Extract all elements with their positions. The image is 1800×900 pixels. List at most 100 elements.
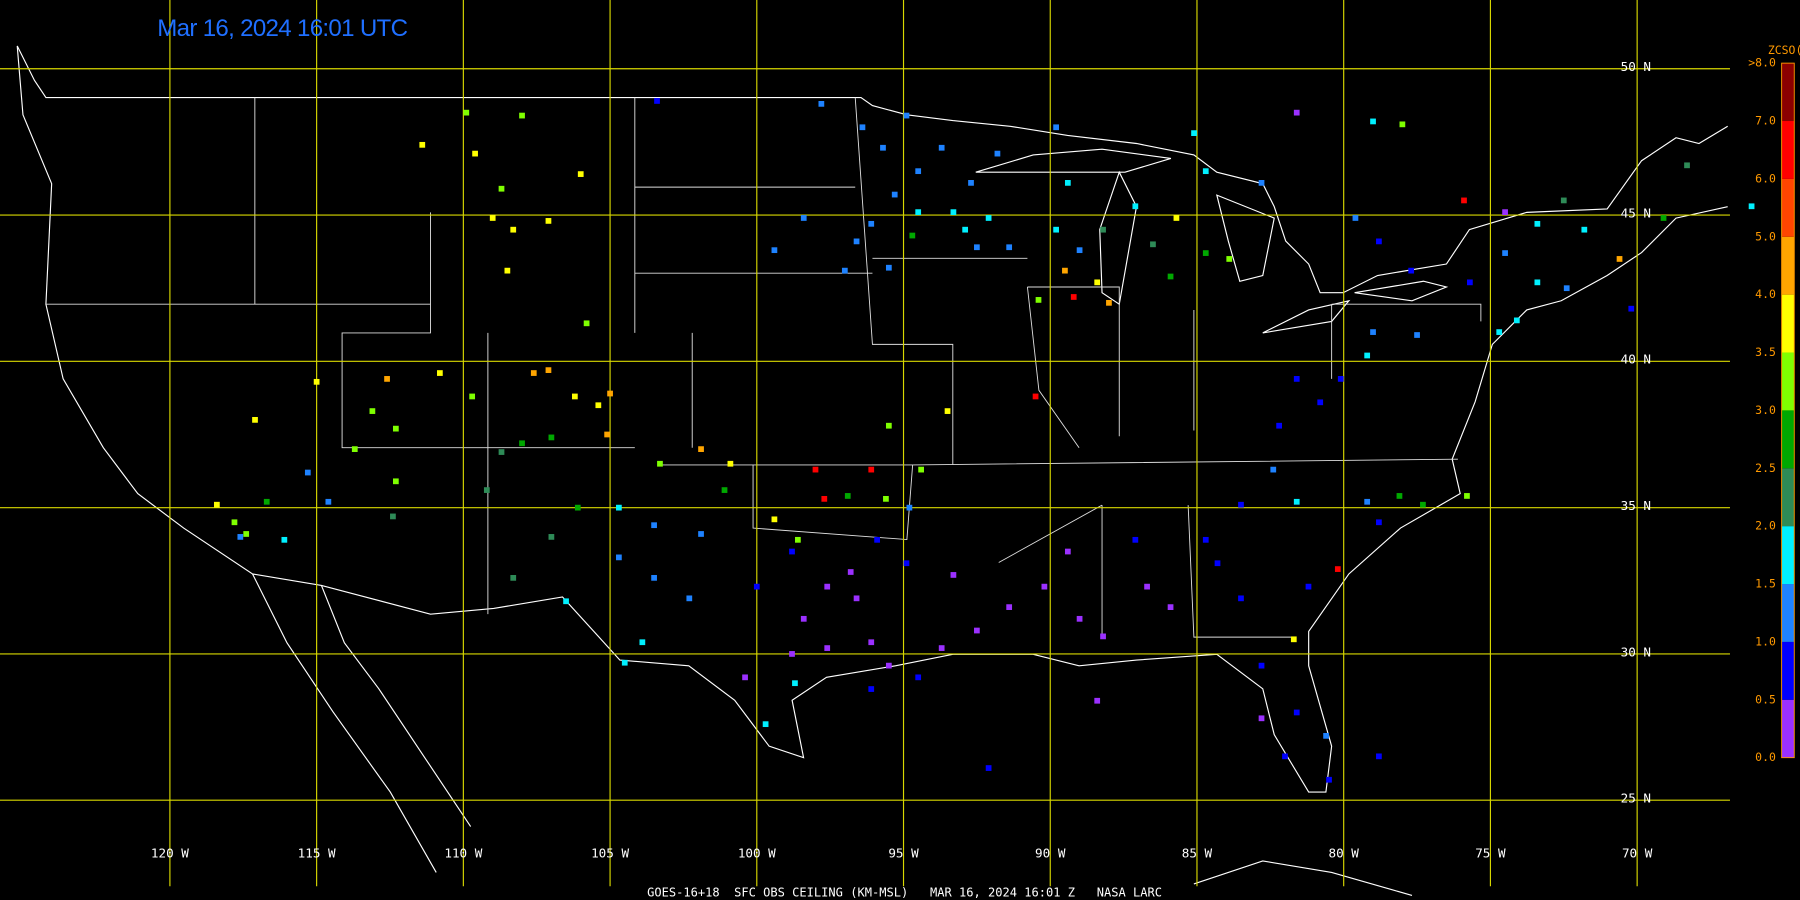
station-obs — [577, 171, 584, 177]
station-obs — [1748, 203, 1755, 210]
station-obs — [1370, 329, 1376, 335]
station-obs — [1293, 376, 1300, 382]
station-obs — [1305, 583, 1312, 590]
station-obs — [231, 519, 238, 526]
colorbar-label: 0.0 — [1755, 750, 1776, 764]
station-obs — [1167, 604, 1174, 610]
station-obs — [510, 226, 517, 233]
station-obs — [771, 516, 778, 523]
station-obs — [824, 645, 831, 651]
station-obs — [1399, 121, 1406, 128]
station-obs — [686, 595, 693, 602]
station-obs — [1414, 332, 1420, 338]
station-obs — [762, 721, 769, 728]
station-obs — [771, 247, 778, 254]
station-obs — [472, 150, 478, 157]
station-obs — [1660, 215, 1667, 221]
station-obs — [885, 422, 892, 429]
station-obs — [938, 645, 945, 651]
station-obs — [1293, 109, 1300, 116]
station-obs — [548, 434, 555, 441]
station-obs — [1270, 466, 1277, 473]
station-obs — [868, 639, 875, 646]
station-obs — [545, 218, 552, 224]
map-title: Mar 16, 2024 16:01 UTC — [157, 15, 407, 42]
station-obs — [489, 215, 496, 221]
station-obs — [1628, 305, 1635, 312]
station-obs — [1132, 536, 1139, 543]
colorbar-label: 3.5 — [1755, 345, 1776, 359]
station-obs — [1062, 267, 1068, 274]
station-obs — [1100, 226, 1106, 233]
station-obs — [1064, 179, 1071, 186]
station-obs — [812, 466, 819, 473]
lat-label: 50 N — [1621, 59, 1651, 74]
station-obs — [868, 220, 875, 227]
station-layer — [213, 98, 1755, 783]
station-obs — [1258, 715, 1265, 722]
station-obs — [1581, 226, 1588, 233]
station-obs — [463, 109, 470, 116]
station-obs — [795, 536, 801, 543]
colorbar-segment — [1781, 121, 1795, 179]
station-obs — [304, 469, 311, 476]
station-obs — [1376, 753, 1382, 760]
station-obs — [868, 686, 875, 692]
station-obs — [844, 493, 851, 499]
station-obs — [1461, 197, 1467, 204]
station-obs — [1502, 250, 1508, 256]
station-obs — [853, 238, 860, 245]
colorbar-label: 2.5 — [1755, 461, 1776, 475]
station-obs — [571, 393, 578, 400]
lon-label: 100 W — [738, 846, 776, 861]
station-obs — [1202, 250, 1209, 256]
station-obs — [885, 264, 892, 271]
station-obs — [1376, 238, 1382, 245]
station-obs — [325, 498, 332, 505]
station-obs — [1420, 501, 1426, 508]
station-obs — [962, 226, 969, 233]
station-obs — [563, 598, 569, 605]
station-obs — [545, 367, 552, 373]
station-obs — [213, 501, 220, 508]
station-obs — [1173, 215, 1180, 221]
colorbar-segment — [1781, 178, 1795, 237]
station-obs — [1258, 662, 1265, 669]
station-obs — [390, 513, 396, 520]
station-obs — [1144, 583, 1150, 590]
station-obs — [1408, 267, 1415, 274]
station-obs — [574, 504, 581, 511]
colorbar-segment — [1781, 699, 1795, 758]
station-obs — [437, 370, 443, 376]
colorbar-segment — [1781, 641, 1795, 700]
lon-label: 70 W — [1622, 846, 1653, 861]
station-obs — [263, 498, 270, 505]
station-obs — [1534, 220, 1541, 227]
colorbar-label: 7.0 — [1755, 114, 1776, 128]
footer-caption: GOES-16+18 SFC OBS CEILING (KM-MSL) MAR … — [647, 886, 1162, 900]
station-obs — [1132, 203, 1139, 210]
station-obs — [944, 408, 951, 414]
colorbar-label: 4.0 — [1755, 287, 1776, 301]
lon-label: 90 W — [1035, 846, 1066, 861]
station-obs — [1396, 493, 1403, 499]
station-obs — [918, 466, 924, 473]
station-obs — [369, 408, 376, 414]
station-obs — [392, 425, 399, 432]
station-obs — [753, 583, 760, 590]
station-obs — [1282, 753, 1288, 760]
lon-label: 110 W — [444, 846, 482, 861]
colorbar-label: 1.0 — [1755, 634, 1776, 648]
station-obs — [548, 534, 555, 540]
station-obs — [530, 370, 537, 376]
station-obs — [727, 460, 734, 467]
station-obs — [868, 466, 875, 473]
station-obs — [985, 215, 992, 221]
station-obs — [237, 534, 244, 540]
station-obs — [504, 267, 511, 274]
station-obs — [1094, 279, 1101, 286]
station-obs — [651, 522, 657, 529]
station-obs — [498, 185, 505, 192]
lat-label: 45 N — [1621, 205, 1651, 220]
station-obs — [313, 378, 320, 385]
